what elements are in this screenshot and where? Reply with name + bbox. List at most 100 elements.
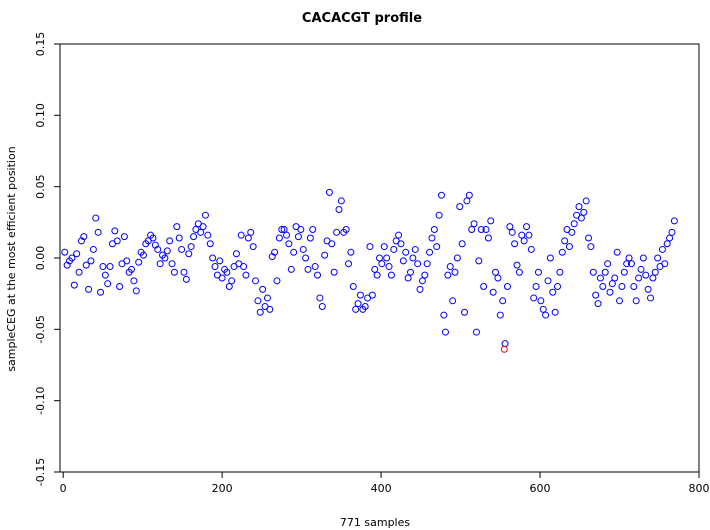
data-point	[484, 234, 492, 242]
data-point	[604, 260, 612, 268]
data-point	[606, 288, 614, 296]
data-point	[330, 268, 338, 276]
highlighted-point	[500, 345, 508, 353]
data-point	[383, 254, 391, 262]
data-point	[527, 245, 535, 253]
data-point	[433, 243, 441, 251]
data-point	[190, 233, 198, 241]
data-point	[387, 271, 395, 279]
data-point	[306, 234, 314, 242]
data-point	[266, 305, 274, 313]
data-point	[354, 300, 362, 308]
data-point	[530, 294, 538, 302]
data-point	[668, 228, 676, 236]
data-point	[589, 268, 597, 276]
data-point	[259, 285, 267, 293]
x-tick-label: 600	[530, 482, 551, 495]
data-point	[120, 233, 128, 241]
data-point	[487, 217, 495, 225]
data-point	[558, 248, 566, 256]
data-point	[111, 227, 119, 235]
data-point	[430, 225, 438, 233]
data-point	[280, 225, 288, 233]
data-point	[523, 223, 531, 231]
x-axis-label: 771 samples	[340, 516, 410, 529]
data-point	[647, 294, 655, 302]
data-point	[211, 263, 219, 271]
data-point	[546, 254, 554, 262]
y-tick-label: -0.05	[34, 315, 47, 343]
data-point	[465, 191, 473, 199]
data-point	[378, 260, 386, 268]
data-point	[532, 283, 540, 291]
data-point	[104, 280, 112, 288]
data-point	[644, 285, 652, 293]
data-point	[347, 248, 355, 256]
data-point	[380, 243, 388, 251]
data-point	[273, 277, 281, 285]
data-point	[539, 305, 547, 313]
data-point	[592, 291, 600, 299]
data-point	[185, 250, 193, 258]
x-tick-label: 400	[371, 482, 392, 495]
data-point	[128, 265, 136, 273]
data-point	[518, 231, 526, 239]
y-axis: -0.15 -0.10 -0.05 0.00 0.05 0.10 0.15	[34, 32, 60, 486]
data-point	[661, 260, 669, 268]
data-point	[651, 268, 659, 276]
data-point	[113, 237, 121, 245]
data-point	[249, 243, 257, 251]
data-point	[318, 303, 326, 311]
data-point	[670, 217, 678, 225]
data-point	[314, 271, 322, 279]
data-point	[247, 228, 255, 236]
data-point	[461, 308, 469, 316]
y-tick-label: 0.05	[34, 174, 47, 199]
data-point	[397, 240, 405, 248]
data-point	[199, 223, 207, 231]
data-point	[132, 287, 140, 295]
data-point	[163, 247, 171, 255]
data-point	[170, 268, 178, 276]
data-point	[423, 260, 431, 268]
data-point	[275, 234, 283, 242]
data-point	[287, 265, 295, 273]
data-point	[608, 280, 616, 288]
data-point	[515, 268, 523, 276]
data-point	[290, 248, 298, 256]
data-point	[328, 240, 336, 248]
data-point	[263, 294, 271, 302]
data-point	[599, 283, 607, 291]
data-point	[225, 283, 233, 291]
data-point	[625, 254, 633, 262]
data-point	[468, 225, 476, 233]
data-point	[285, 240, 293, 248]
data-point	[244, 234, 252, 242]
data-point	[130, 277, 138, 285]
data-point	[206, 240, 214, 248]
data-point	[632, 297, 640, 305]
x-tick-label: 0	[60, 482, 67, 495]
data-point	[256, 308, 264, 316]
data-point	[642, 271, 650, 279]
data-point	[61, 248, 69, 256]
data-point	[568, 228, 576, 236]
data-point	[325, 188, 333, 196]
data-point	[99, 263, 107, 271]
data-point	[551, 308, 559, 316]
data-point	[435, 211, 443, 219]
data-point	[594, 300, 602, 308]
data-point	[489, 288, 497, 296]
y-axis-label: sampleCEG at the most efficient position	[5, 146, 18, 371]
data-point	[513, 261, 521, 269]
data-point	[209, 254, 217, 262]
data-point	[580, 208, 588, 216]
data-point	[416, 285, 424, 293]
data-point	[106, 263, 114, 271]
data-point	[168, 260, 176, 268]
data-point	[294, 233, 302, 241]
data-point	[613, 248, 621, 256]
x-axis: 0 200 400 600 800	[60, 472, 710, 495]
data-point	[333, 228, 341, 236]
